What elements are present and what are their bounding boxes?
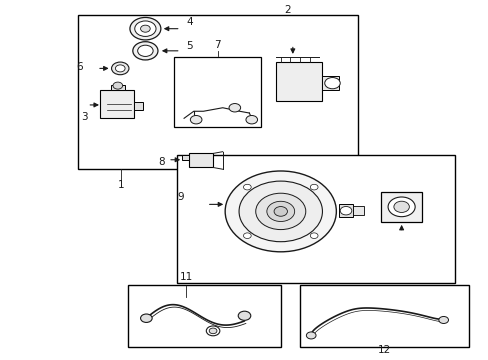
Circle shape [310,184,317,190]
Circle shape [239,181,322,242]
Text: 8: 8 [158,157,164,167]
Bar [78,15,357,169]
Circle shape [393,201,408,212]
Bar [300,285,468,347]
Circle shape [133,42,158,60]
Circle shape [245,116,257,124]
Bar [134,103,142,109]
Bar [188,153,213,167]
Circle shape [135,21,156,36]
Text: 4: 4 [186,17,193,27]
Bar [128,285,280,347]
Circle shape [130,17,161,40]
Text: 9: 9 [177,192,183,202]
Circle shape [209,328,217,334]
Bar [352,206,364,215]
Circle shape [206,326,220,336]
Circle shape [140,25,150,32]
Text: 5: 5 [186,41,193,51]
Circle shape [243,233,251,238]
Text: 11: 11 [180,272,193,282]
Circle shape [113,82,122,89]
Bar [177,155,454,283]
Circle shape [111,62,129,75]
Bar [380,192,422,222]
Text: 2: 2 [284,5,291,15]
Circle shape [324,77,340,89]
Circle shape [238,311,250,320]
Circle shape [274,207,287,216]
Circle shape [266,201,294,221]
Circle shape [387,197,414,217]
Bar [321,76,338,90]
Circle shape [243,184,251,190]
Circle shape [140,314,152,323]
Text: 6: 6 [76,62,82,72]
Bar [338,204,352,217]
Bar [275,62,321,101]
Circle shape [306,332,315,339]
Circle shape [138,45,153,57]
Circle shape [190,116,202,124]
Bar [174,57,261,127]
Circle shape [438,316,447,324]
Text: 10: 10 [389,203,403,213]
Circle shape [224,171,336,252]
Text: 7: 7 [214,40,221,50]
Text: 12: 12 [377,346,390,355]
Bar [100,90,134,118]
Circle shape [115,65,125,72]
Text: 1: 1 [118,180,124,190]
Text: 3: 3 [81,112,87,122]
Bar [181,155,188,161]
Circle shape [340,207,351,215]
Bar [110,85,125,90]
Circle shape [310,233,317,238]
Circle shape [228,104,240,112]
Circle shape [255,193,305,230]
